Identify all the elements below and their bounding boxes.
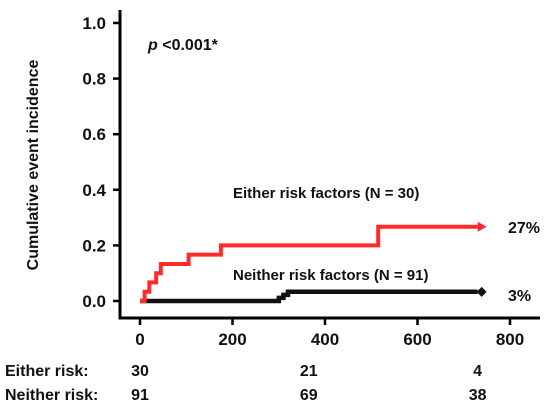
risk-table: Either risk: 30 21 4 Neither risk: 91 69 38	[5, 363, 487, 404]
series-line-either	[140, 224, 478, 303]
series-label-either: Either risk factors (N = 30)	[233, 185, 419, 202]
y-tick-label: 0.0	[82, 292, 106, 311]
axis-ticks: 0.0 0.2 0.4 0.6 0.8 1.0 0 200 400 600 800	[82, 14, 524, 349]
end-marker-neither	[476, 286, 487, 297]
risk-count: 30	[131, 363, 149, 380]
y-tick-label: 1.0	[82, 14, 106, 33]
end-label-either: 27%	[508, 220, 540, 237]
risk-count: 91	[131, 387, 149, 404]
series-label-neither: Neither risk factors (N = 91)	[233, 267, 429, 284]
risk-count: 38	[469, 387, 487, 404]
x-tick-label: 400	[311, 330, 339, 349]
y-tick-label: 0.2	[82, 236, 106, 255]
x-tick-label: 600	[403, 330, 431, 349]
risk-row-label: Neither risk:	[5, 387, 98, 404]
end-label-neither: 3%	[508, 288, 531, 305]
p-value-text: <0.001*	[158, 37, 219, 54]
y-tick-label: 0.8	[82, 70, 106, 89]
risk-row-label: Either risk:	[5, 363, 89, 380]
x-tick-label: 0	[135, 330, 144, 349]
p-symbol: p	[147, 37, 158, 54]
y-tick-label: 0.6	[82, 125, 106, 144]
y-axis-title: Cumulative event incidence	[25, 60, 42, 271]
x-tick-label: 200	[218, 330, 246, 349]
risk-count: 69	[300, 387, 318, 404]
p-value-annotation: p <0.001*	[147, 37, 219, 54]
end-arrow-either	[477, 221, 487, 232]
risk-count: 21	[300, 363, 318, 380]
y-tick-label: 0.4	[82, 181, 106, 200]
series-line-neither	[140, 289, 478, 304]
series-layer	[140, 221, 487, 304]
x-tick-label: 800	[496, 330, 524, 349]
risk-count: 4	[473, 363, 482, 380]
